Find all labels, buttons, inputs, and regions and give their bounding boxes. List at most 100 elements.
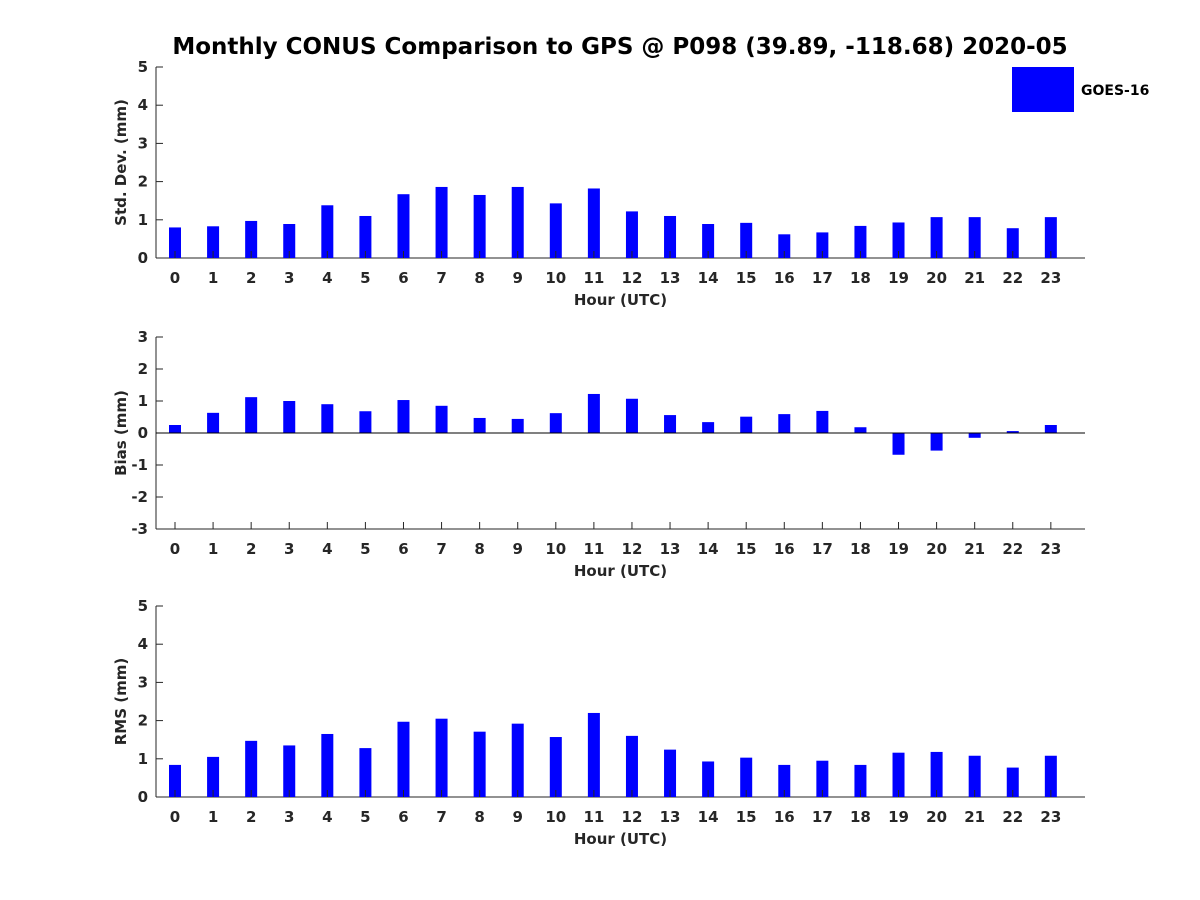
y-tick-label: 0	[138, 249, 148, 267]
bar	[397, 194, 410, 258]
x-tick-label: 20	[926, 808, 947, 826]
x-tick-label: 11	[583, 808, 604, 826]
x-tick-label: 10	[545, 540, 566, 558]
bar	[587, 712, 600, 797]
x-tick-label: 6	[398, 808, 408, 826]
bar	[968, 217, 981, 258]
x-tick-label: 0	[170, 540, 180, 558]
bar	[740, 416, 753, 433]
bar	[930, 433, 943, 451]
x-tick-label: 11	[583, 540, 604, 558]
x-tick-label: 14	[698, 269, 719, 287]
bar	[549, 203, 562, 258]
y-tick-label: -2	[131, 488, 148, 506]
bar	[816, 760, 829, 797]
x-tick-label: 3	[284, 808, 294, 826]
bar	[283, 745, 296, 797]
y-axis-label: Std. Dev. (mm)	[112, 99, 130, 226]
bar	[854, 764, 867, 797]
y-tick-label: 1	[138, 392, 148, 410]
bar	[511, 186, 524, 258]
x-tick-label: 16	[774, 540, 795, 558]
x-tick-label: 13	[660, 808, 681, 826]
y-tick-label: 4	[138, 635, 148, 653]
bar	[511, 418, 524, 433]
bar	[245, 220, 258, 258]
x-tick-label: 3	[284, 269, 294, 287]
x-tick-label: 22	[1002, 540, 1023, 558]
y-tick-label: 2	[138, 712, 148, 730]
bar	[854, 225, 867, 258]
bar	[930, 217, 943, 258]
x-tick-label: 19	[888, 269, 909, 287]
bar	[1006, 431, 1019, 433]
x-tick-label: 8	[474, 269, 484, 287]
bar	[625, 211, 638, 258]
x-tick-label: 13	[660, 269, 681, 287]
x-tick-label: 17	[812, 269, 833, 287]
y-tick-label: -1	[131, 456, 148, 474]
y-tick-label: 5	[138, 58, 148, 76]
y-tick-label: 2	[138, 173, 148, 191]
x-tick-label: 8	[474, 540, 484, 558]
y-tick-label: -3	[131, 520, 148, 538]
bar	[359, 215, 372, 258]
x-tick-label: 15	[736, 540, 757, 558]
bar	[321, 205, 334, 258]
x-tick-label: 18	[850, 808, 871, 826]
y-tick-label: 0	[138, 788, 148, 806]
bar	[968, 433, 981, 438]
x-tick-label: 10	[545, 808, 566, 826]
x-tick-label: 1	[208, 540, 218, 558]
x-tick-label: 7	[436, 269, 446, 287]
bar	[664, 415, 677, 433]
bar	[549, 737, 562, 797]
x-tick-label: 2	[246, 808, 256, 826]
x-tick-label: 17	[812, 540, 833, 558]
bar	[892, 433, 905, 455]
bar	[283, 401, 296, 433]
bar	[740, 222, 753, 258]
x-tick-label: 7	[436, 540, 446, 558]
bar	[930, 751, 943, 797]
x-tick-label: 14	[698, 540, 719, 558]
x-axis-label: Hour (UTC)	[574, 291, 667, 309]
bar	[1044, 755, 1057, 797]
y-axis-label: Bias (mm)	[112, 390, 130, 476]
x-tick-label: 4	[322, 540, 332, 558]
bar	[1006, 228, 1019, 258]
bar	[245, 740, 258, 797]
bar	[702, 422, 715, 433]
bar	[321, 404, 334, 433]
bar	[778, 764, 791, 797]
y-tick-label: 1	[138, 211, 148, 229]
bar	[169, 764, 181, 797]
y-tick-label: 4	[138, 96, 148, 114]
y-tick-label: 1	[138, 750, 148, 768]
x-tick-label: 23	[1040, 540, 1061, 558]
x-tick-label: 11	[583, 269, 604, 287]
x-tick-label: 6	[398, 540, 408, 558]
x-tick-label: 22	[1002, 269, 1023, 287]
x-tick-label: 21	[964, 269, 985, 287]
x-tick-label: 2	[246, 540, 256, 558]
x-tick-label: 12	[622, 269, 643, 287]
x-tick-label: 15	[736, 808, 757, 826]
x-tick-label: 16	[774, 269, 795, 287]
x-tick-label: 9	[513, 540, 523, 558]
bar	[664, 749, 677, 797]
bar	[702, 761, 715, 797]
x-tick-label: 12	[622, 808, 643, 826]
bar	[359, 411, 372, 433]
bar	[587, 188, 600, 258]
x-tick-label: 18	[850, 269, 871, 287]
bar	[968, 755, 981, 797]
x-tick-label: 13	[660, 540, 681, 558]
bar	[625, 735, 638, 797]
x-tick-label: 6	[398, 269, 408, 287]
x-tick-label: 21	[964, 808, 985, 826]
bar	[854, 427, 867, 433]
bar	[321, 733, 334, 797]
